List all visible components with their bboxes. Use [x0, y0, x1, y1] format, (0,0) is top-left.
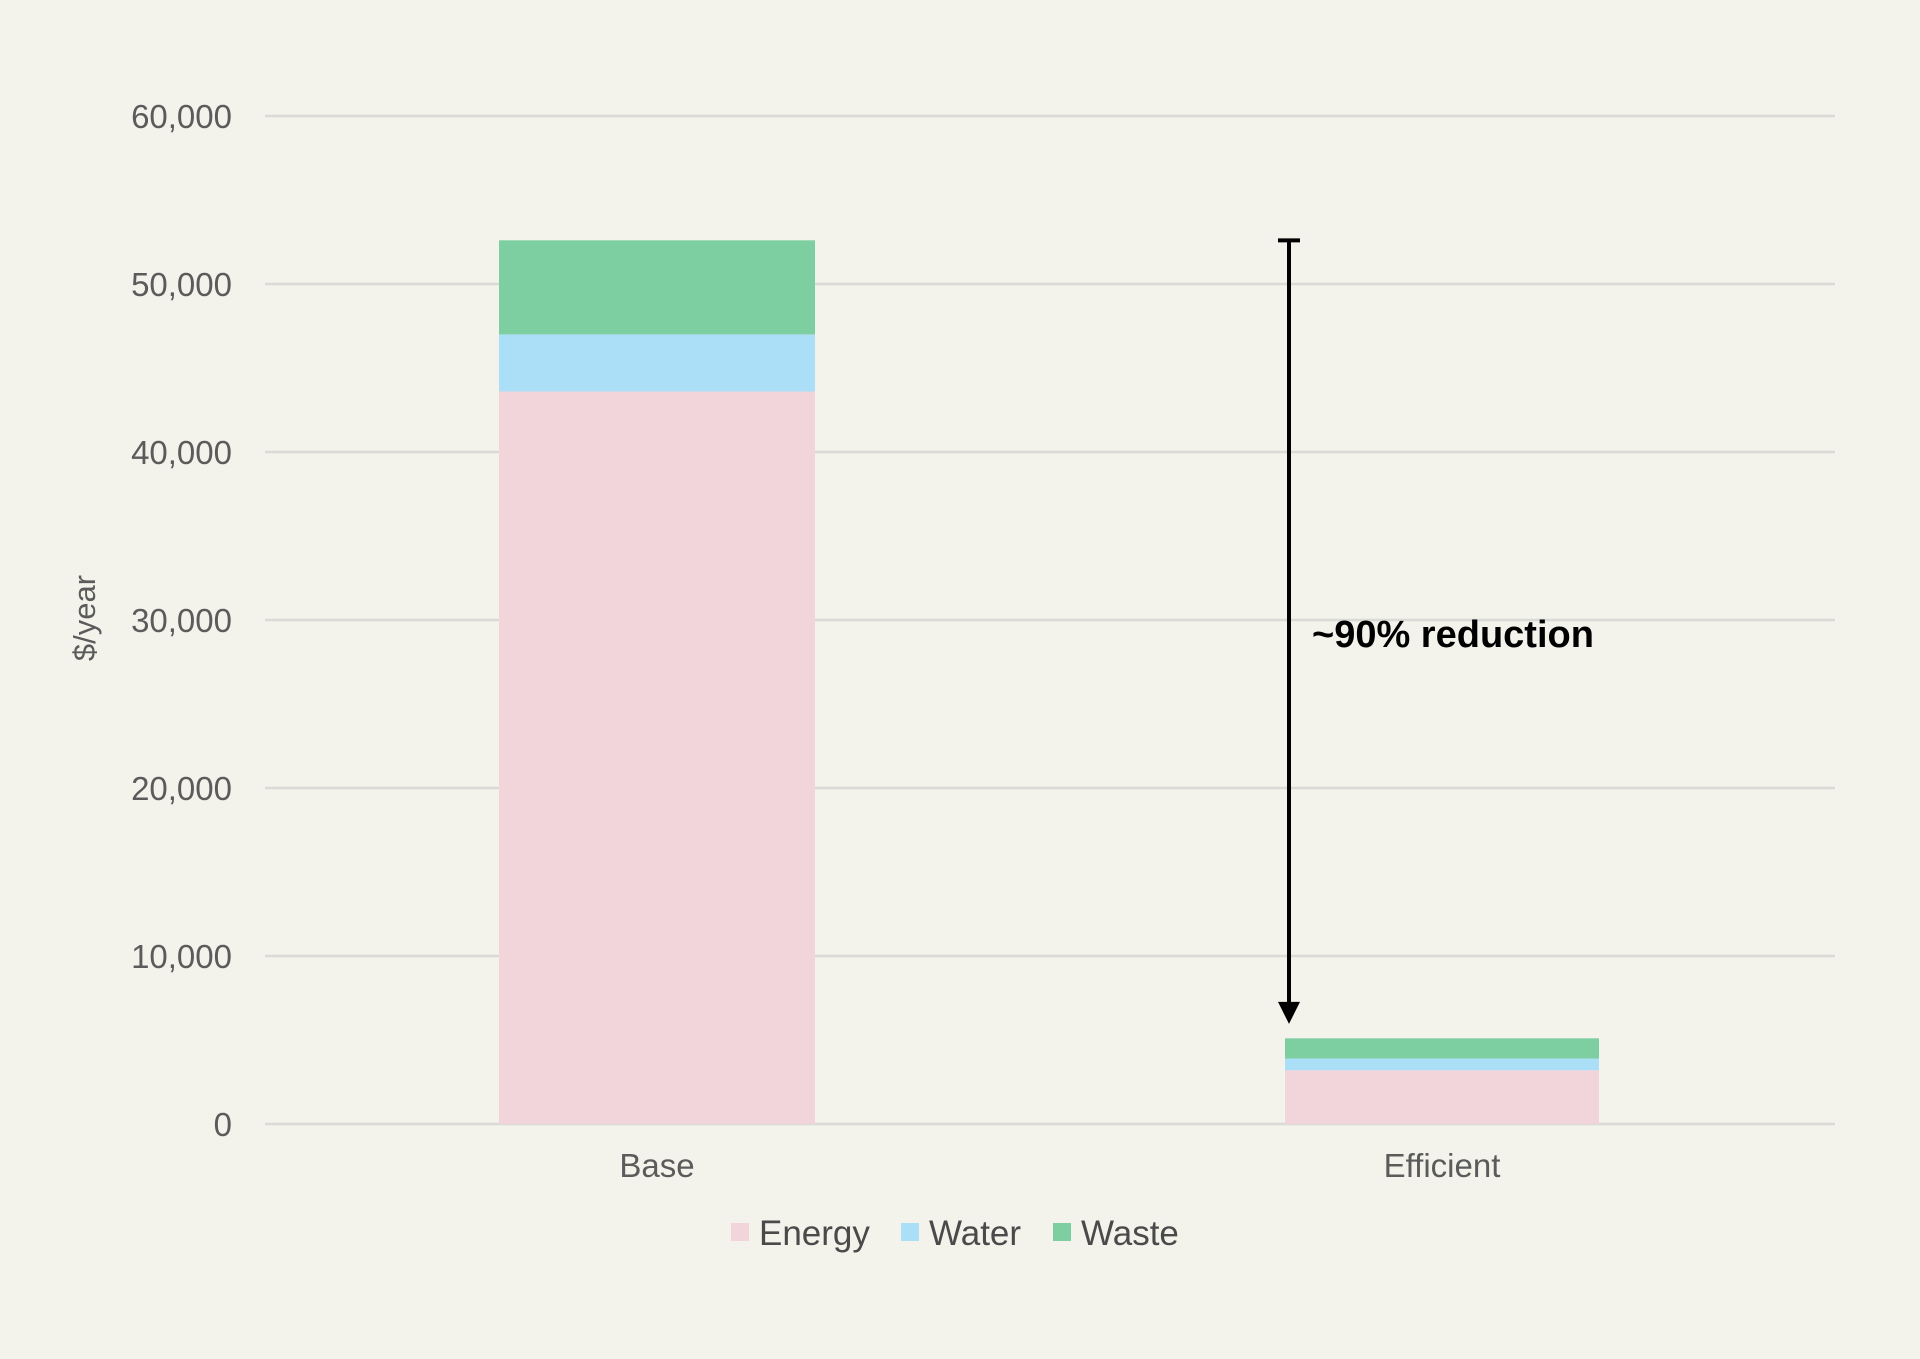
legend-swatch-energy	[731, 1223, 749, 1241]
bar-efficient-energy	[1285, 1070, 1599, 1124]
legend-label-water: Water	[929, 1214, 1021, 1253]
bar-efficient-water	[1285, 1058, 1599, 1071]
legend: Energy Water Waste	[731, 1214, 1179, 1253]
legend-swatch-waste	[1053, 1223, 1071, 1241]
y-axis-ticks: 0 10,000 20,000 30,000 40,000 50,000 60,000	[131, 98, 232, 1143]
category-label-base: Base	[619, 1147, 694, 1184]
bar-base-water	[499, 334, 815, 392]
category-label-efficient: Efficient	[1384, 1147, 1501, 1184]
legend-label-waste: Waste	[1081, 1214, 1179, 1253]
category-labels: Base Efficient	[619, 1147, 1500, 1184]
y-tick-label: 10,000	[131, 938, 232, 975]
y-tick-label: 30,000	[131, 602, 232, 639]
legend-swatch-water	[901, 1223, 919, 1241]
y-tick-label: 60,000	[131, 98, 232, 135]
y-tick-label: 40,000	[131, 434, 232, 471]
legend-label-energy: Energy	[759, 1214, 870, 1253]
annotation-arrow-head	[1278, 1001, 1300, 1024]
bar-base-waste	[499, 240, 815, 335]
bar-efficient-waste	[1285, 1038, 1599, 1059]
y-axis-label: $/year	[67, 575, 102, 661]
annotation-text: ~90% reduction	[1312, 614, 1594, 656]
y-tick-label: 0	[214, 1106, 232, 1143]
y-tick-label: 50,000	[131, 266, 232, 303]
y-tick-label: 20,000	[131, 770, 232, 807]
reduction-annotation: ~90% reduction	[1278, 238, 1594, 1024]
bars	[499, 240, 1599, 1124]
bar-base-energy	[499, 391, 815, 1124]
